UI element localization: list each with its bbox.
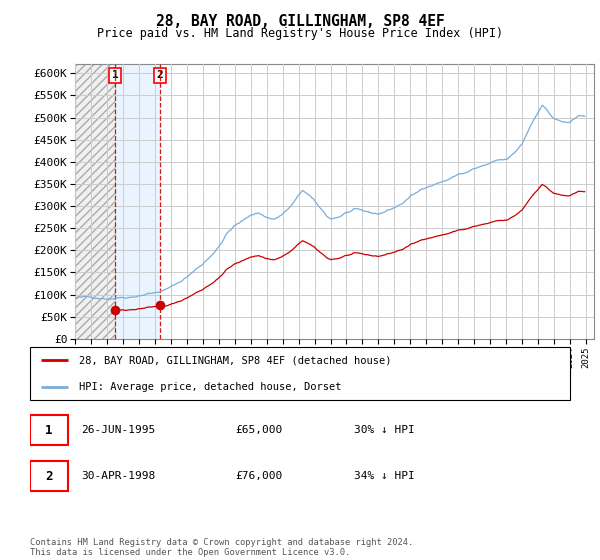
FancyBboxPatch shape xyxy=(30,461,68,491)
Bar xyxy=(75,64,115,339)
Text: 30% ↓ HPI: 30% ↓ HPI xyxy=(354,425,415,435)
Text: £65,000: £65,000 xyxy=(235,425,283,435)
Text: HPI: Average price, detached house, Dorset: HPI: Average price, detached house, Dors… xyxy=(79,382,341,392)
Text: 2: 2 xyxy=(45,470,53,483)
Text: 28, BAY ROAD, GILLINGHAM, SP8 4EF (detached house): 28, BAY ROAD, GILLINGHAM, SP8 4EF (detac… xyxy=(79,356,391,366)
Text: 2: 2 xyxy=(157,71,163,81)
FancyBboxPatch shape xyxy=(30,416,68,445)
Text: £76,000: £76,000 xyxy=(235,472,283,481)
Text: 26-JUN-1995: 26-JUN-1995 xyxy=(82,425,155,435)
Text: 1: 1 xyxy=(45,423,53,437)
FancyBboxPatch shape xyxy=(30,347,570,400)
Bar xyxy=(115,64,160,339)
Text: 34% ↓ HPI: 34% ↓ HPI xyxy=(354,472,415,481)
Text: Contains HM Land Registry data © Crown copyright and database right 2024.
This d: Contains HM Land Registry data © Crown c… xyxy=(30,538,413,557)
Text: 1: 1 xyxy=(112,71,118,81)
Text: 28, BAY ROAD, GILLINGHAM, SP8 4EF: 28, BAY ROAD, GILLINGHAM, SP8 4EF xyxy=(155,14,445,29)
Text: Price paid vs. HM Land Registry's House Price Index (HPI): Price paid vs. HM Land Registry's House … xyxy=(97,27,503,40)
Text: 30-APR-1998: 30-APR-1998 xyxy=(82,472,155,481)
